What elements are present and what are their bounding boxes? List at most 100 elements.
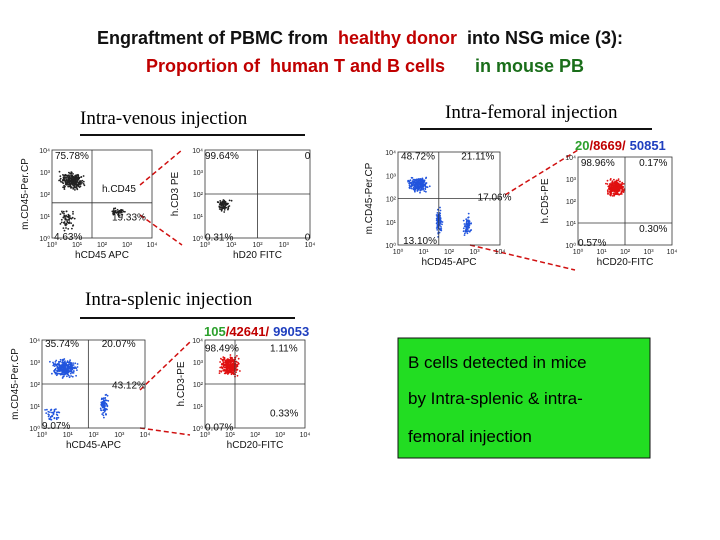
event-dot: [408, 182, 411, 185]
event-dot: [428, 185, 431, 188]
event-dot: [439, 209, 442, 212]
event-dot: [463, 223, 466, 225]
event-dot: [75, 374, 77, 377]
event-dot: [423, 190, 426, 193]
y-tick-label: 10⁴: [385, 150, 396, 157]
x-axis-label: hCD20-FITC: [227, 440, 284, 451]
event-dot: [224, 204, 227, 207]
event-dot: [65, 214, 67, 217]
x-tick-label: 10³: [114, 432, 125, 439]
section-title: Intra-splenic injection: [85, 289, 253, 310]
event-dot: [72, 176, 75, 179]
event-dot: [64, 369, 67, 372]
event-dot: [72, 372, 75, 374]
y-tick-label: 10¹: [386, 220, 397, 227]
event-dot: [58, 372, 61, 375]
event-dot: [613, 181, 616, 184]
cell-counts: 20/8669/50851: [575, 138, 666, 153]
event-dot: [49, 360, 51, 363]
event-dot: [63, 365, 66, 368]
event-dot: [67, 363, 70, 366]
event-dot: [230, 359, 233, 361]
event-dot: [82, 175, 85, 177]
event-dot: [222, 369, 225, 372]
event-dot: [59, 175, 62, 178]
event-dot: [63, 358, 66, 360]
event-dot: [414, 186, 417, 189]
event-dot: [55, 413, 58, 416]
y-tick-label: 10²: [40, 192, 51, 199]
event-dot: [63, 174, 65, 177]
event-dot: [67, 213, 70, 216]
event-dot: [52, 361, 54, 364]
event-dot: [609, 188, 612, 191]
event-dot: [226, 369, 229, 372]
event-dot: [64, 182, 67, 184]
event-dot: [64, 360, 66, 362]
event-dot: [83, 184, 86, 187]
x-tick-label: 10⁴: [305, 242, 316, 249]
event-dot: [225, 372, 227, 375]
event-dot: [465, 218, 468, 221]
x-tick-label: 10³: [469, 249, 480, 256]
event-dot: [235, 371, 238, 373]
event-dot: [612, 186, 614, 189]
event-dot: [231, 365, 233, 367]
event-dot: [119, 211, 121, 214]
event-dot: [67, 185, 70, 188]
quadrant-percent: 9.07%: [42, 421, 70, 432]
event-dot: [76, 363, 79, 365]
event-dot: [237, 357, 240, 360]
event-dot: [229, 362, 232, 365]
event-dot: [105, 408, 107, 410]
section-title: Intra-venous injection: [80, 108, 248, 129]
event-dot: [235, 366, 238, 368]
event-dot: [237, 361, 239, 364]
event-dot: [124, 210, 126, 213]
event-dot: [612, 193, 615, 195]
event-dot: [620, 190, 623, 193]
event-dot: [61, 361, 64, 364]
event-dot: [219, 200, 222, 202]
event-dot: [72, 213, 74, 215]
x-tick-label: 10⁴: [495, 249, 506, 256]
event-dot: [71, 375, 74, 378]
event-dot: [70, 171, 73, 174]
event-dot: [55, 408, 57, 410]
quadrant-percent: 4.63%: [54, 232, 82, 243]
event-dot: [439, 217, 442, 220]
event-dot: [114, 207, 117, 210]
x-tick-label: 10³: [279, 242, 290, 249]
event-dot: [235, 360, 238, 363]
plot-frame: [204, 339, 306, 429]
event-dot: [230, 199, 233, 202]
y-tick-label: 10³: [40, 170, 51, 177]
event-dot: [118, 210, 120, 212]
event-dot: [424, 182, 427, 185]
event-dot: [68, 179, 71, 182]
event-dot: [617, 178, 620, 181]
y-tick-label: 10²: [193, 382, 204, 389]
event-dot: [72, 173, 74, 175]
event-dot: [228, 369, 231, 371]
note-line: by Intra-splenic & intra-: [408, 389, 583, 408]
event-dot: [66, 372, 69, 374]
event-dot: [467, 216, 469, 219]
event-dot: [59, 358, 62, 361]
event-dot: [470, 229, 473, 231]
event-dot: [226, 360, 228, 363]
event-dot: [410, 185, 412, 188]
event-dot: [60, 180, 62, 183]
event-dot: [411, 187, 413, 190]
event-dot: [470, 222, 472, 225]
event-dot: [223, 199, 226, 202]
event-dot: [72, 184, 75, 187]
gate-label: h.CD45: [102, 184, 136, 195]
event-dot: [54, 361, 57, 363]
event-dot: [56, 369, 59, 372]
event-dot: [226, 373, 229, 375]
event-dot: [75, 182, 77, 185]
event-dot: [116, 208, 119, 211]
event-dot: [68, 174, 70, 177]
